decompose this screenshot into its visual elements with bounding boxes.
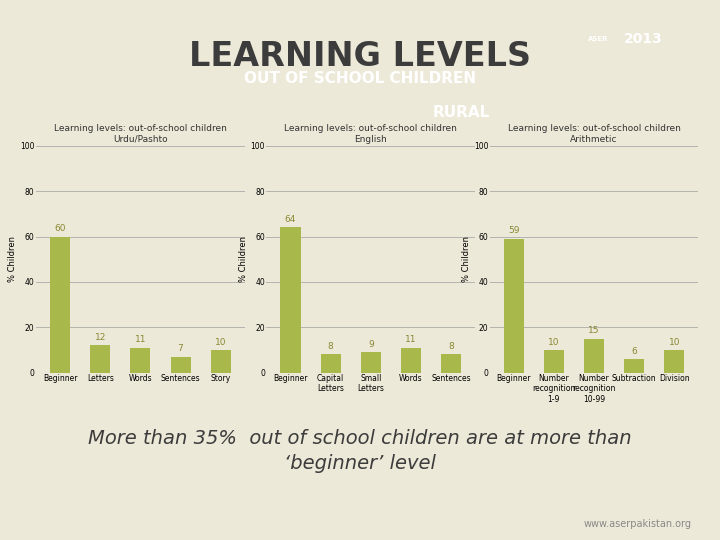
Text: More than 35%  out of school children are at more than
‘beginner’ level: More than 35% out of school children are… [88, 429, 632, 473]
Bar [504, 239, 523, 373]
Text: 10: 10 [548, 338, 559, 347]
Text: OUT OF SCHOOL CHILDREN: OUT OF SCHOOL CHILDREN [244, 71, 476, 86]
Bar [211, 350, 230, 373]
Bar [544, 350, 564, 373]
Text: 2013: 2013 [624, 32, 662, 46]
Bar [584, 339, 604, 373]
Bar [320, 354, 341, 373]
Bar [281, 227, 300, 373]
Text: ASER: ASER [588, 36, 608, 42]
Y-axis label: % Children: % Children [9, 236, 17, 282]
Bar [90, 346, 110, 373]
Text: 11: 11 [135, 335, 146, 345]
Text: 64: 64 [285, 215, 296, 224]
Text: 7: 7 [178, 345, 184, 353]
Bar [50, 237, 70, 373]
Text: 8: 8 [449, 342, 454, 351]
Text: www.aserpakistan.org: www.aserpakistan.org [583, 519, 691, 529]
Text: 59: 59 [508, 226, 519, 235]
Title: Learning levels: out-of-school children
Arithmetic: Learning levels: out-of-school children … [508, 124, 680, 144]
Text: 60: 60 [54, 224, 66, 233]
Bar [401, 348, 421, 373]
Title: Learning levels: out-of-school children
English: Learning levels: out-of-school children … [284, 124, 457, 144]
Text: RURAL: RURAL [432, 105, 490, 120]
Bar [665, 350, 684, 373]
Bar [171, 357, 191, 373]
Text: 12: 12 [94, 333, 106, 342]
Text: 8: 8 [328, 342, 333, 351]
Bar [441, 354, 461, 373]
Text: 6: 6 [631, 347, 637, 355]
Text: 10: 10 [215, 338, 227, 347]
Bar [361, 352, 381, 373]
Text: 10: 10 [669, 338, 680, 347]
Text: 15: 15 [588, 326, 600, 335]
Bar [130, 348, 150, 373]
Bar [624, 359, 644, 373]
Title: Learning levels: out-of-school children
Urdu/Pashto: Learning levels: out-of-school children … [54, 124, 227, 144]
Y-axis label: % Children: % Children [239, 236, 248, 282]
Text: 9: 9 [368, 340, 374, 349]
Y-axis label: % Children: % Children [462, 236, 471, 282]
Text: 11: 11 [405, 335, 417, 345]
Text: LEARNING LEVELS: LEARNING LEVELS [189, 40, 531, 73]
